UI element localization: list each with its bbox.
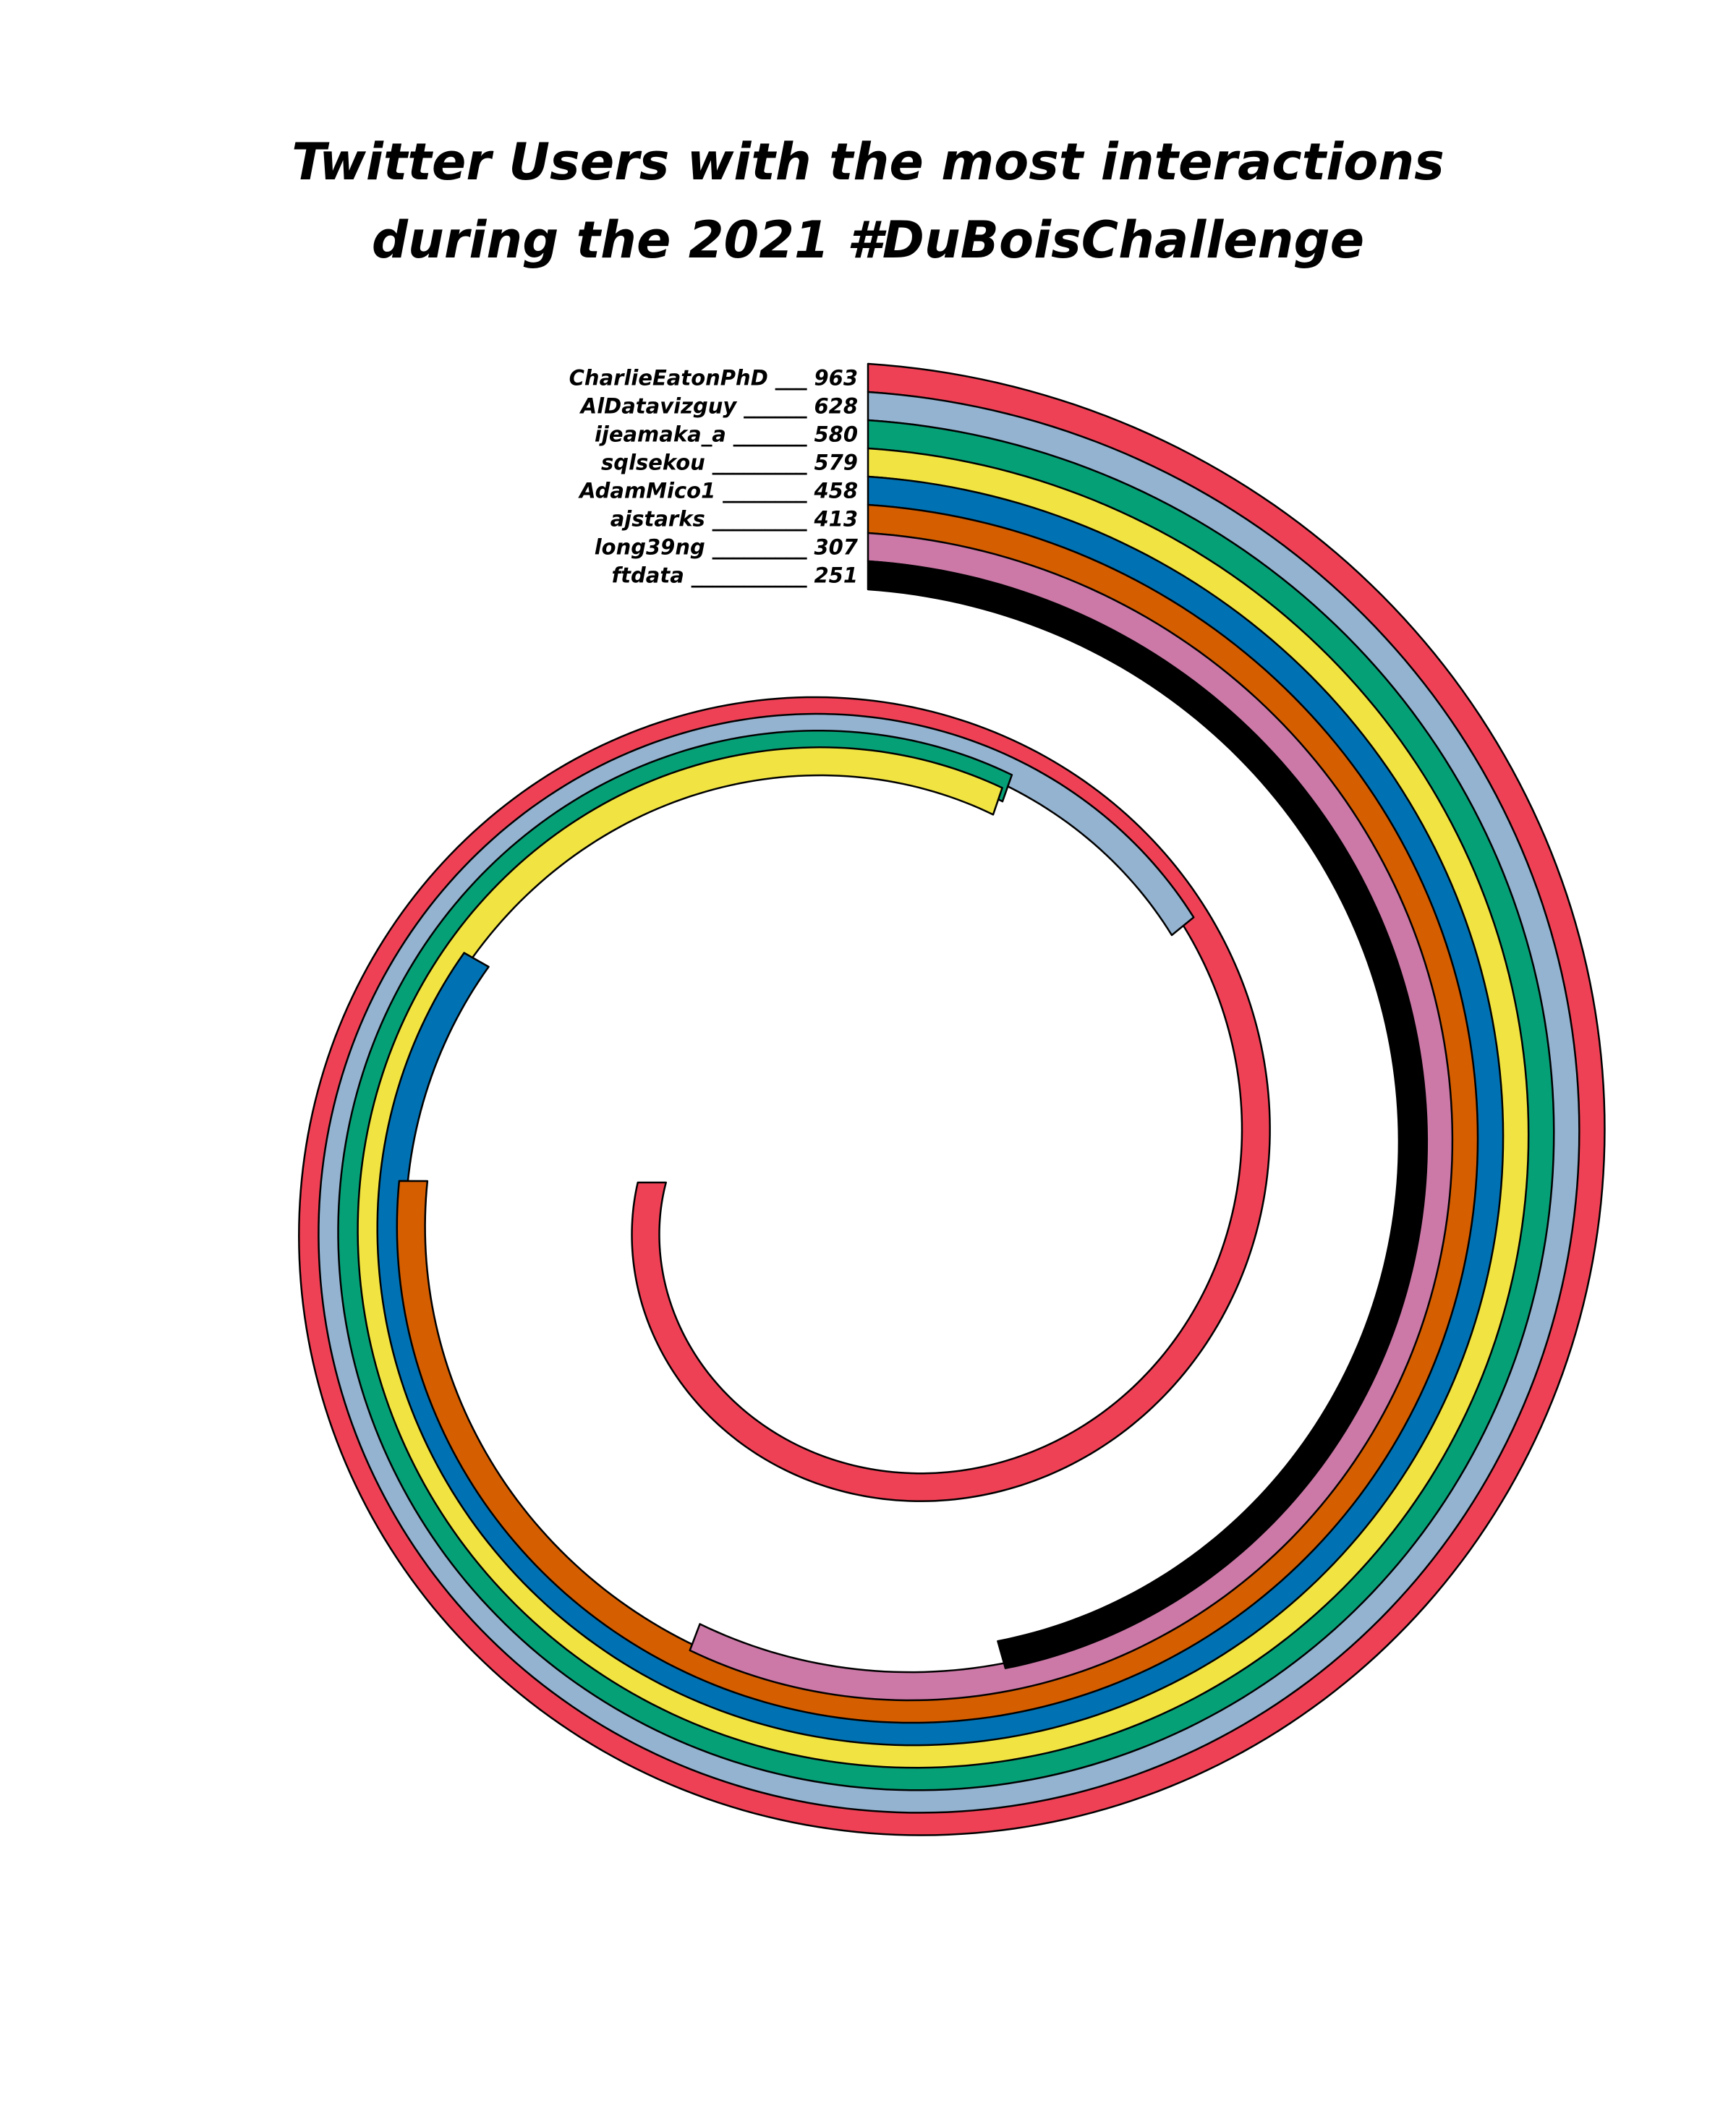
bar-label-ajstarks: ajstarks _________ 413 — [610, 507, 858, 532]
chart-title-line-1: Twitter Users with the most interactions — [292, 132, 1444, 192]
bar-label-ftdata: ftdata ___________ 251 — [612, 563, 858, 588]
spiral-bar-ftdata — [867, 560, 1429, 1669]
chart-title-line-2: during the 2021 #DuBoisChallenge — [371, 210, 1365, 270]
bar-label-charlieeatonphd: CharlieEatonPhD ___ 963 — [569, 366, 858, 391]
bar-label-long39ng: long39ng _________ 307 — [595, 535, 859, 560]
bar-label-adammico1: AdamMico1 ________ 458 — [578, 479, 858, 503]
bar-label-ijeamaka-a: ijeamaka_a _______ 580 — [595, 422, 858, 447]
bar-label-aldatavizguy: AlDatavizguy ______ 628 — [579, 394, 858, 419]
chart-title: Twitter Users with the most interactions… — [0, 123, 1736, 279]
bar-labels: CharlieEatonPhD ___ 963 AlDatavizguy ____… — [569, 366, 859, 588]
spiral-bars — [298, 362, 1606, 1836]
bar-label-sqlsekou: sqlsekou _________ 579 — [601, 451, 858, 475]
